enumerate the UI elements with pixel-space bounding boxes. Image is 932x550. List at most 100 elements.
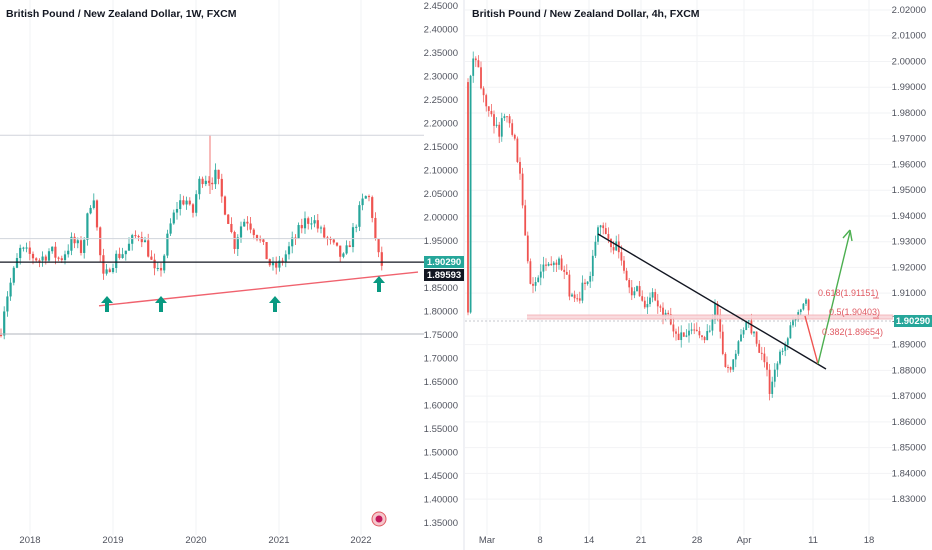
4h-candle (511, 123, 514, 135)
4h-candle (636, 286, 638, 292)
4h-candle (711, 319, 714, 331)
4h-candle (503, 116, 506, 119)
4h-price-axis[interactable]: 2.02000 2.01000 2.00000 1.99000 1.98000 1.970… (892, 5, 926, 505)
4h-candle (516, 138, 519, 162)
weekly-candle (291, 237, 294, 247)
4h-candle (555, 262, 558, 265)
4h-x-tick-label: 8 (537, 535, 542, 546)
4h-candle (745, 320, 748, 331)
4h-candle (662, 307, 664, 317)
weekly-candle (60, 258, 63, 261)
weekly-candle (195, 194, 198, 213)
4h-y-tick-label: 2.00000 (892, 56, 926, 67)
weekly-candle (252, 229, 255, 236)
4h-candle (563, 269, 566, 272)
4h-time-axis[interactable]: Mar 8 14 21 28 Apr 11 18 (479, 535, 874, 546)
4h-candle (545, 264, 547, 266)
4h-y-tick-label: 1.88000 (892, 365, 926, 376)
4h-candle (719, 314, 722, 332)
4h-candle (675, 331, 677, 334)
weekly-candle (371, 197, 374, 218)
weekly-candle (348, 245, 351, 248)
4h-candle (589, 276, 592, 282)
weekly-candle (243, 221, 246, 227)
4h-candle (584, 282, 586, 284)
4h-candle (695, 329, 698, 332)
weekly-candle (175, 208, 179, 213)
4h-x-tick-label: 18 (864, 535, 875, 546)
weekly-candle (287, 246, 291, 255)
4h-candle (519, 161, 521, 174)
weekly-level-price-tag: 1.89593 (424, 269, 464, 281)
weekly-chart-panel[interactable]: 2.45000 2.40000 2.35000 2.30000 2.25000 2.200… (0, 0, 464, 546)
4h-candle (714, 303, 716, 320)
weekly-y-tick-label: 2.25000 (424, 95, 458, 106)
projection-rise-line (817, 231, 851, 365)
weekly-candle (47, 251, 51, 261)
projection-arrowhead-icon (842, 229, 853, 242)
4h-candle (542, 264, 545, 272)
weekly-y-tick-label: 2.35000 (424, 48, 458, 59)
4h-candle (677, 333, 680, 341)
4h-candle (487, 106, 490, 111)
4h-candle (680, 332, 683, 341)
weekly-candle (230, 223, 233, 232)
4h-candle (693, 329, 696, 331)
weekly-candles (0, 135, 383, 340)
4h-candle (565, 271, 568, 275)
weekly-y-tick-label: 1.35000 (424, 518, 458, 529)
4h-overlays (465, 229, 893, 370)
4h-candle (500, 118, 503, 137)
weekly-candle (131, 235, 134, 244)
weekly-candle (214, 169, 217, 185)
weekly-candle (364, 196, 367, 199)
4h-candle (789, 325, 792, 339)
weekly-candle (182, 200, 185, 205)
4h-x-tick-label: 21 (636, 535, 647, 546)
4h-candle (703, 337, 706, 341)
weekly-candle (143, 240, 147, 243)
weekly-candle (351, 227, 355, 248)
weekly-y-tick-label: 2.05000 (424, 189, 458, 200)
4h-candle (646, 304, 649, 308)
weekly-candle (118, 253, 121, 258)
weekly-y-tick-label: 1.70000 (424, 354, 458, 365)
weekly-candle (163, 255, 166, 271)
4h-candle (607, 233, 610, 239)
weekly-time-axis[interactable]: 2018 2019 2020 2021 2022 (19, 535, 371, 546)
weekly-y-tick-label: 1.40000 (424, 495, 458, 506)
fib-618-label: 0.618(1.91151) (818, 288, 878, 298)
weekly-candle (83, 239, 86, 253)
weekly-candle (99, 227, 102, 256)
weekly-candle (361, 198, 364, 206)
weekly-candle (265, 242, 268, 260)
weekly-candle (220, 178, 223, 197)
weekly-candle (137, 236, 140, 238)
up-arrow-icon (155, 296, 167, 312)
4h-chart-panel[interactable]: 2.02000 2.01000 2.00000 1.99000 1.98000 1.970… (465, 0, 932, 546)
weekly-candle (54, 246, 57, 258)
weekly-candle (294, 237, 297, 239)
weekly-candle (156, 267, 159, 269)
weekly-candle (233, 231, 236, 249)
4h-candle (628, 280, 631, 288)
weekly-y-tick-label: 1.75000 (424, 330, 458, 341)
weekly-y-tick-label: 1.45000 (424, 471, 458, 482)
weekly-candle (25, 247, 28, 249)
4h-candle (750, 320, 753, 334)
4h-candle (747, 320, 750, 322)
weekly-price-axis[interactable]: 2.45000 2.40000 2.35000 2.30000 2.25000 2.200… (424, 1, 458, 529)
4h-y-tick-label: 1.91000 (892, 288, 926, 299)
descending-trendline (597, 233, 827, 370)
weekly-candle (380, 252, 383, 266)
4h-last-price-tag: 1.90290 (894, 315, 932, 327)
4h-y-tick-label: 2.01000 (892, 31, 926, 42)
4h-candle (615, 241, 618, 251)
weekly-candle (236, 237, 239, 249)
4h-candle (493, 114, 495, 126)
weekly-candle (105, 269, 108, 274)
weekly-candle (70, 236, 73, 251)
weekly-candle (278, 260, 281, 268)
weekly-candle (255, 235, 259, 240)
4h-candle (698, 331, 701, 336)
